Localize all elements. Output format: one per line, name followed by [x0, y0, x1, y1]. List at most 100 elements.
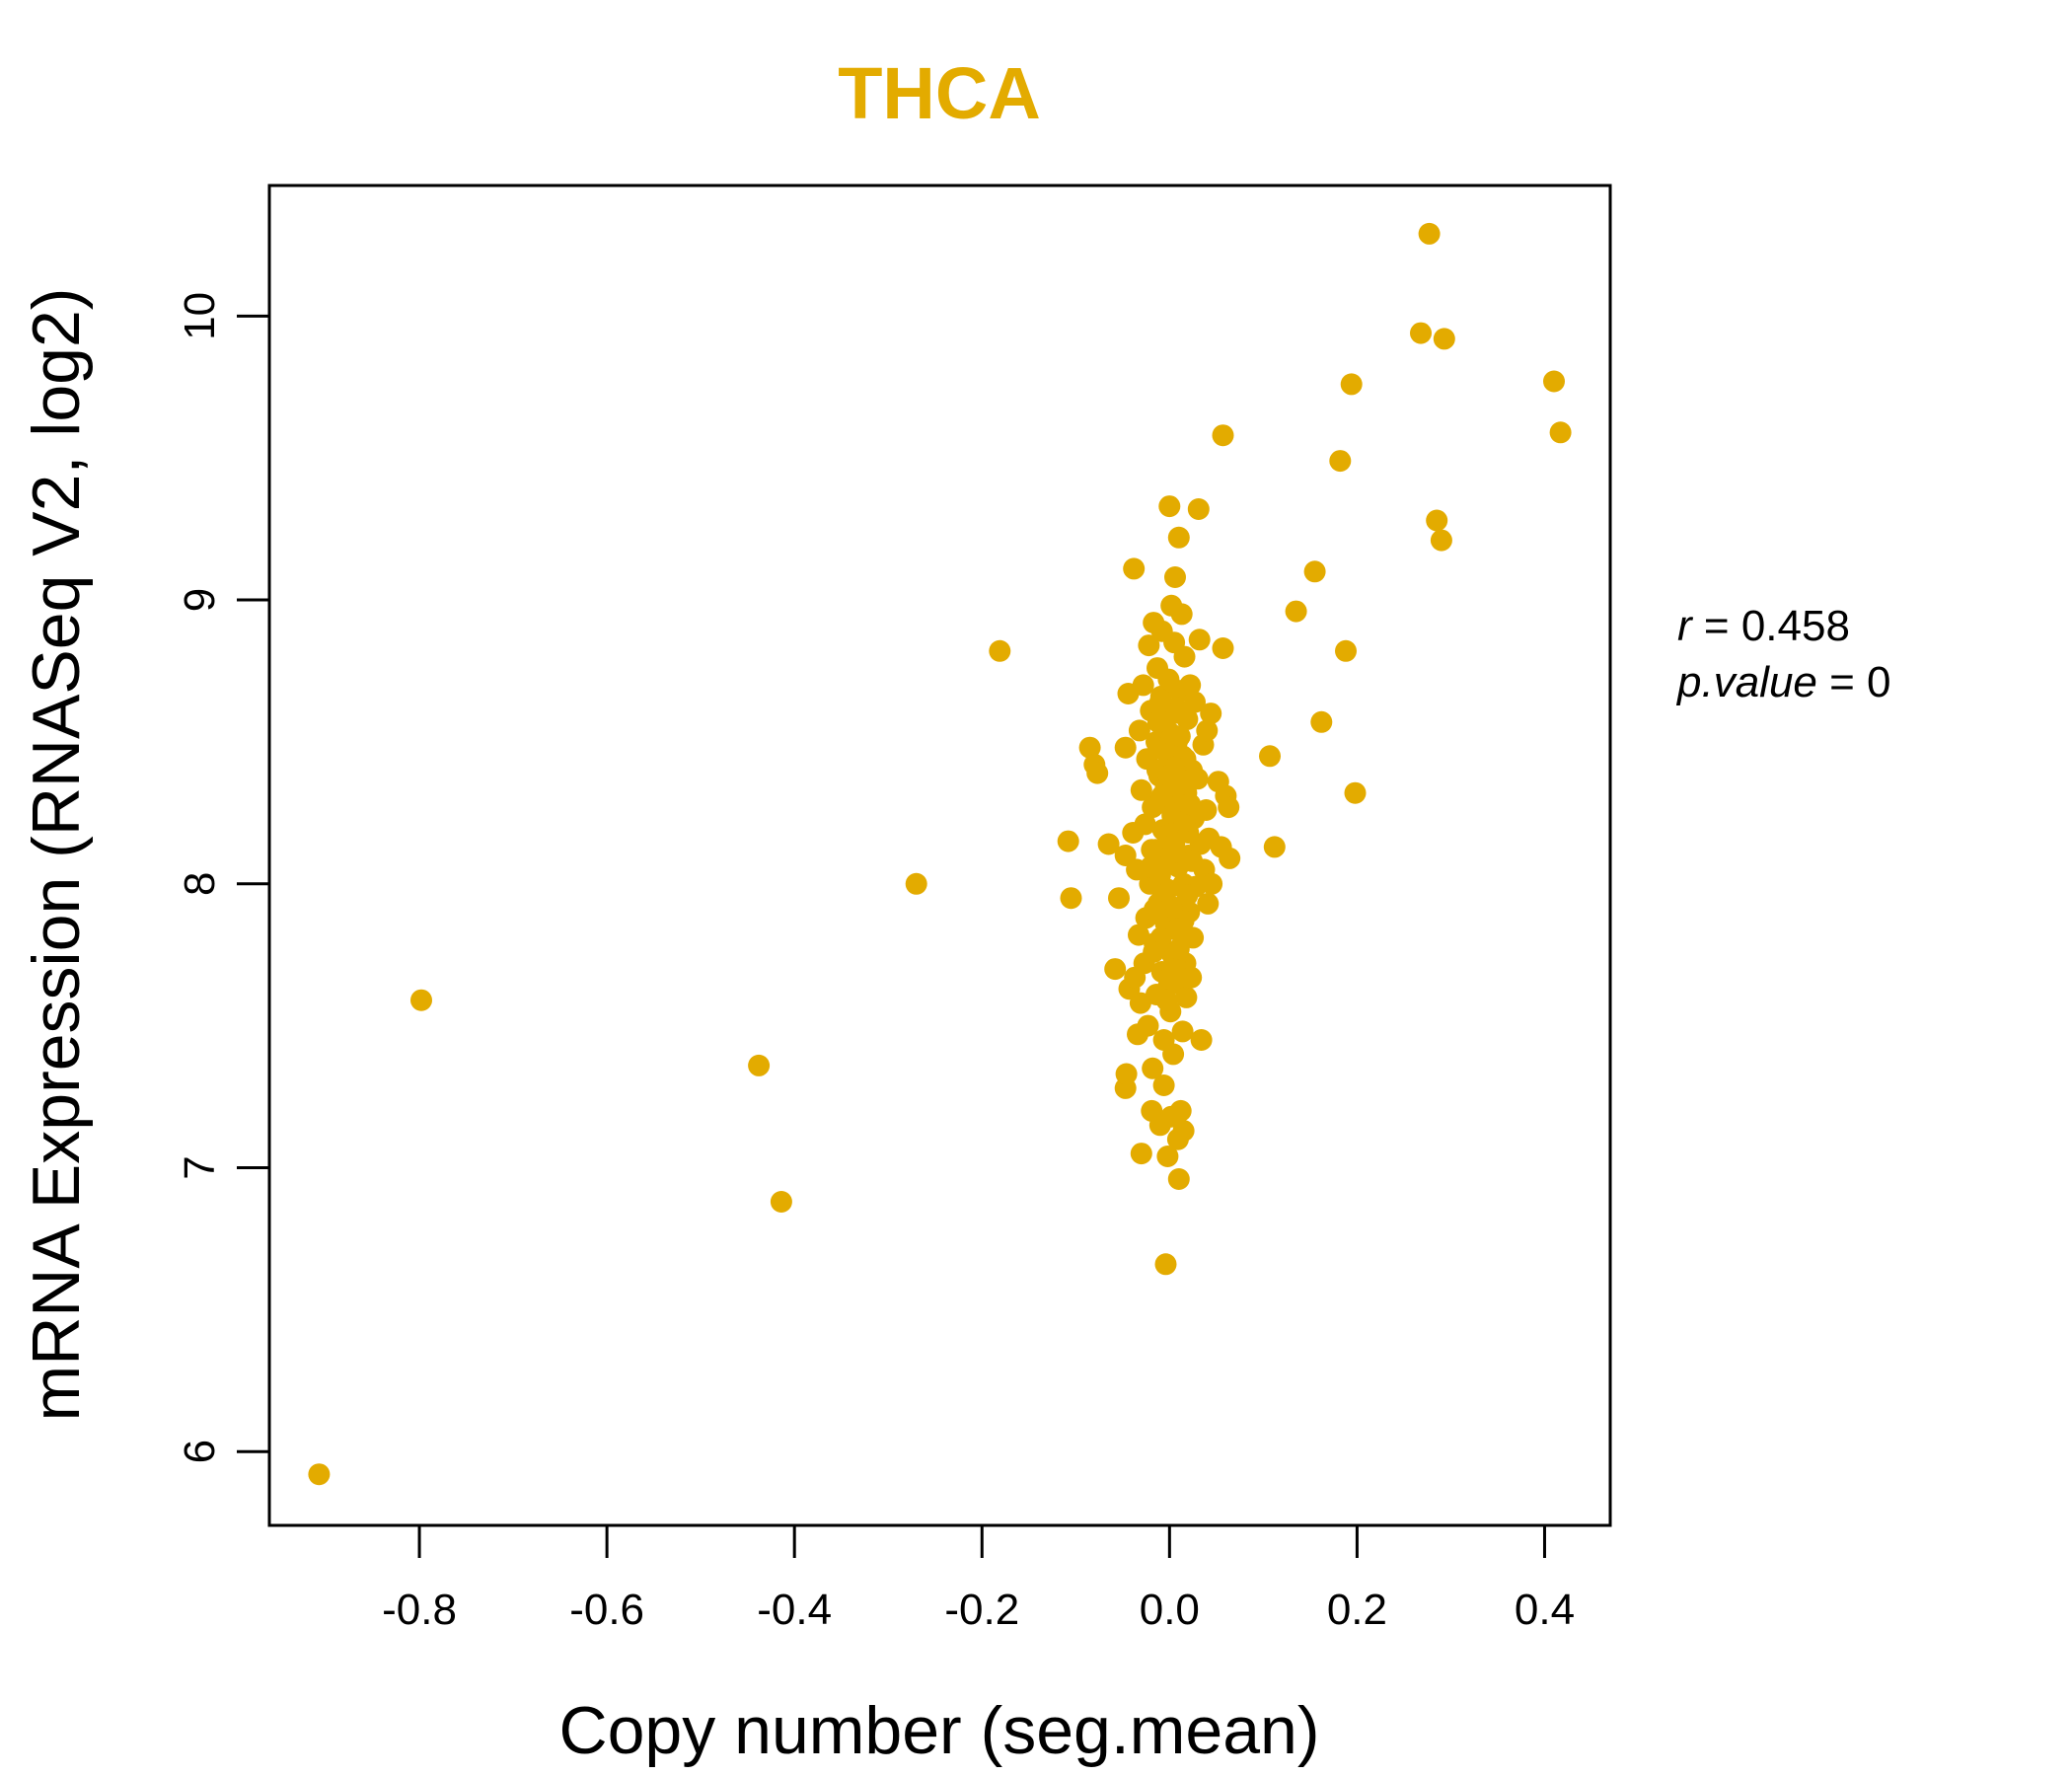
data-point: [1212, 637, 1234, 659]
data-point: [1161, 958, 1184, 981]
data-point: [1086, 762, 1109, 784]
data-point: [1128, 719, 1150, 742]
data-point: [1187, 498, 1210, 520]
x-tick-label: 0.4: [1515, 1586, 1575, 1634]
data-point: [1078, 736, 1101, 759]
x-axis: -0.8 -0.6 -0.4 -0.2 0.0 0.2 0.4: [382, 1523, 1575, 1634]
data-point: [308, 1463, 331, 1486]
x-tick-label: 0.2: [1327, 1586, 1387, 1634]
data-point: [1138, 634, 1160, 657]
y-tick-label: 7: [176, 1155, 224, 1179]
p-label: p.value: [1675, 658, 1817, 706]
x-tick-label: -0.8: [382, 1586, 457, 1634]
p-value-stat: p.value = 0: [1675, 658, 1891, 706]
data-point: [1410, 322, 1432, 344]
data-point: [1104, 958, 1127, 981]
data-point: [1147, 710, 1169, 733]
data-point: [1201, 872, 1223, 895]
data-point: [1549, 421, 1572, 444]
data-point: [905, 872, 927, 895]
data-point: [1543, 370, 1565, 393]
data-point: [1167, 526, 1190, 549]
r-label: r: [1677, 602, 1694, 650]
data-point: [1130, 1143, 1152, 1165]
x-axis-label: Copy number (seg.mean): [558, 1693, 1319, 1768]
data-point: [1143, 940, 1165, 963]
data-point: [1129, 992, 1151, 1014]
y-tick-label: 10: [176, 292, 224, 340]
data-point: [1157, 765, 1180, 787]
data-point: [1181, 850, 1204, 872]
data-point: [1173, 810, 1196, 833]
data-points: [308, 222, 1572, 1486]
data-point: [1154, 1253, 1177, 1276]
y-tick-label: 6: [176, 1440, 224, 1463]
data-point: [1172, 1120, 1195, 1143]
data-point: [1057, 830, 1079, 852]
y-tick-label: 9: [176, 588, 224, 612]
data-point: [1344, 781, 1367, 804]
data-point: [1188, 629, 1211, 651]
data-point: [1150, 784, 1173, 807]
data-point: [1155, 989, 1178, 1011]
data-point: [1137, 1014, 1159, 1037]
data-point: [1329, 450, 1352, 473]
correlation-r-stat: r = 0.458: [1677, 602, 1850, 650]
data-point: [748, 1054, 771, 1076]
x-tick-label: -0.4: [757, 1586, 832, 1634]
chart-title: THCA: [838, 52, 1041, 134]
data-point: [1196, 719, 1219, 742]
data-point: [1212, 424, 1234, 447]
data-point: [1433, 328, 1455, 350]
p-value: 0: [1867, 658, 1890, 706]
data-point: [1263, 836, 1286, 858]
r-equals: =: [1692, 602, 1741, 650]
data-point: [1128, 924, 1149, 946]
data-point: [1097, 833, 1120, 855]
data-point: [1123, 557, 1146, 580]
data-point: [1148, 691, 1171, 713]
data-point: [1132, 674, 1154, 697]
data-point: [1152, 739, 1175, 762]
data-point: [1167, 937, 1190, 960]
data-point: [1115, 1063, 1138, 1085]
data-point: [1218, 796, 1240, 819]
plot-frame: [267, 184, 1612, 1527]
data-point: [1162, 1043, 1185, 1066]
data-point: [1176, 884, 1199, 907]
data-point: [1184, 691, 1206, 713]
data-point: [1152, 1074, 1175, 1096]
r-value: 0.458: [1741, 602, 1850, 650]
data-point: [1335, 639, 1357, 662]
data-point: [1165, 918, 1188, 940]
x-tick-label: -0.2: [944, 1586, 1019, 1634]
p-equals: =: [1817, 658, 1867, 706]
data-point: [1167, 1168, 1190, 1190]
data-point: [1418, 222, 1441, 245]
data-point: [1144, 898, 1166, 921]
data-point: [989, 639, 1011, 662]
data-point: [1190, 1029, 1213, 1051]
data-point: [1340, 373, 1363, 396]
data-point: [1164, 566, 1186, 588]
data-point: [1173, 645, 1196, 668]
data-point: [1426, 509, 1448, 532]
data-point: [1259, 745, 1281, 768]
data-point: [1141, 839, 1163, 861]
data-point: [1114, 736, 1137, 759]
data-point: [1186, 768, 1209, 790]
data-point: [1219, 847, 1241, 869]
data-point: [1134, 813, 1156, 836]
x-tick-label: -0.6: [569, 1586, 644, 1634]
y-tick-label: 8: [176, 872, 224, 896]
data-point: [1430, 529, 1452, 552]
data-point: [1171, 1020, 1194, 1043]
data-point: [1170, 603, 1193, 626]
data-point: [1175, 986, 1198, 1008]
x-tick-label: 0.0: [1140, 1586, 1200, 1634]
data-point: [410, 989, 432, 1011]
data-point: [1169, 1099, 1192, 1122]
data-point: [1130, 778, 1152, 801]
data-point: [1142, 1057, 1164, 1079]
